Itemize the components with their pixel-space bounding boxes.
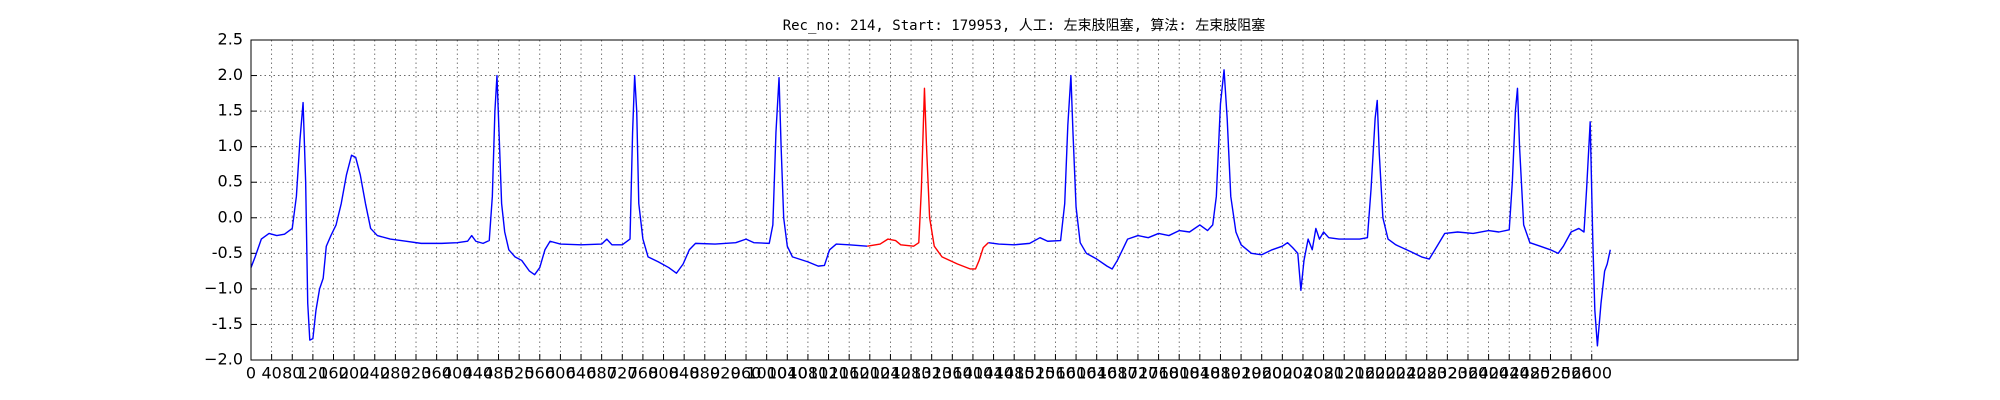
x-tick-label: 600 — [545, 364, 576, 383]
x-tick-label: 1480 — [994, 364, 1035, 383]
x-tick-label: 2400 — [1468, 364, 1509, 383]
x-tick-label: 1080 — [788, 364, 829, 383]
x-tick-label: 1320 — [911, 364, 952, 383]
x-tick-label: 1240 — [870, 364, 911, 383]
series-line — [250, 69, 1611, 347]
y-tick-label: 1.5 — [218, 101, 243, 120]
x-tick-label: 1840 — [1179, 364, 1220, 383]
x-tick-label: 200 — [339, 364, 370, 383]
x-tick-label: 960 — [731, 364, 762, 383]
x-tick-label: 720 — [607, 364, 638, 383]
x-tick-label: 680 — [586, 364, 617, 383]
y-tick-label: 0.0 — [218, 207, 243, 226]
x-tick-label: 2280 — [1406, 364, 1447, 383]
x-tick-label: 560 — [524, 364, 555, 383]
y-tick-label: −2.0 — [204, 350, 243, 369]
x-tick-label: 1440 — [973, 364, 1014, 383]
x-tick-label: 440 — [463, 364, 494, 383]
x-tick-label: 1600 — [1056, 364, 1097, 383]
x-tick-label: 1040 — [767, 364, 808, 383]
y-tick-label: -1.5 — [212, 314, 243, 333]
x-tick-label: 1920 — [1221, 364, 1262, 383]
x-tick-label: 400 — [442, 364, 473, 383]
x-tick-label: 1880 — [1200, 364, 1241, 383]
x-tick-label: 1720 — [1118, 364, 1159, 383]
x-tick-label: 1360 — [932, 364, 973, 383]
x-tick-label: 80 — [282, 364, 302, 383]
x-tick-label: 0 — [246, 364, 256, 383]
x-tick-label: 2040 — [1283, 364, 1324, 383]
x-tick-label: 1120 — [808, 364, 849, 383]
x-tick-label: 2240 — [1386, 364, 1427, 383]
x-tick-label: 2000 — [1262, 364, 1303, 383]
x-tick-label: 2360 — [1448, 364, 1489, 383]
x-tick-label: 2520 — [1530, 364, 1571, 383]
x-tick-label: 880 — [690, 364, 721, 383]
x-tick-label: 1560 — [1035, 364, 1076, 383]
x-tick-label: 160 — [318, 364, 349, 383]
x-tick-label: 2600 — [1571, 364, 1612, 383]
y-tick-label: 1.0 — [218, 136, 243, 155]
x-tick-label: 2480 — [1509, 364, 1550, 383]
x-tick-label: 320 — [401, 364, 432, 383]
x-tick-label: 1640 — [1076, 364, 1117, 383]
x-tick-label: 1280 — [891, 364, 932, 383]
x-tick-label: 1200 — [849, 364, 890, 383]
x-tick-label: 1760 — [1138, 364, 1179, 383]
x-tick-label: 2200 — [1365, 364, 1406, 383]
y-tick-label: -0.5 — [212, 243, 243, 262]
y-tick-label: −1.0 — [204, 278, 243, 297]
x-tick-label: 2120 — [1324, 364, 1365, 383]
x-tick-label: 1000 — [746, 364, 787, 383]
x-tick-label: 1160 — [829, 364, 870, 383]
y-tick-label: 2.5 — [218, 30, 243, 49]
x-tick-label: 2160 — [1344, 364, 1385, 383]
x-tick-label: 480 — [483, 364, 514, 383]
x-tick-label: 920 — [710, 364, 741, 383]
x-tick-label: 800 — [648, 364, 679, 383]
x-tick-label: 2320 — [1427, 364, 1468, 383]
chart-title: Rec_no: 214, Start: 179953, 人工: 左束肢阻塞, 算… — [783, 17, 1266, 34]
x-tick-label: 1520 — [1014, 364, 1055, 383]
x-tick-label: 1680 — [1097, 364, 1138, 383]
x-tick-label: 1400 — [953, 364, 994, 383]
x-tick-label: 1960 — [1241, 364, 1282, 383]
x-tick-label: 2560 — [1551, 364, 1592, 383]
x-tick-label: 2080 — [1303, 364, 1344, 383]
x-tick-label: 2440 — [1489, 364, 1530, 383]
x-tick-label: 120 — [298, 364, 329, 383]
x-tick-label: 360 — [421, 364, 452, 383]
y-tick-label: 0.5 — [218, 172, 243, 191]
plot-frame — [250, 39, 1799, 361]
x-tick-label: 240 — [359, 364, 390, 383]
y-tick-label: 2.0 — [218, 65, 243, 84]
x-tick-label: 40 — [261, 364, 281, 383]
x-tick-label: 840 — [669, 364, 700, 383]
x-tick-label: 640 — [566, 364, 597, 383]
x-tick-label: 520 — [504, 364, 535, 383]
x-tick-label: 280 — [380, 364, 411, 383]
x-tick-label: 1800 — [1159, 364, 1200, 383]
x-tick-label: 760 — [628, 364, 659, 383]
series-line — [867, 87, 989, 270]
